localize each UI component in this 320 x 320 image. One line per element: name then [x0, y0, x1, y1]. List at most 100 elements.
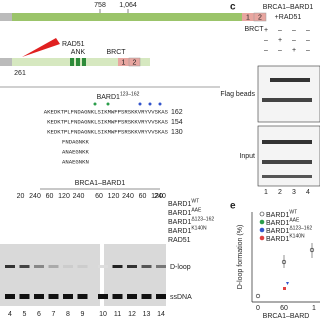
- superscript: Δ123–162: [289, 226, 312, 232]
- label: 11: [114, 311, 121, 318]
- label: 12: [128, 311, 136, 318]
- label: 60: [95, 193, 103, 200]
- band: [5, 265, 15, 268]
- label: 5: [23, 311, 27, 318]
- bar-light: [0, 58, 150, 66]
- label: 1: [122, 59, 126, 66]
- label: 4: [306, 189, 310, 196]
- blot-band: [262, 160, 312, 164]
- superscript: AAE: [289, 218, 300, 224]
- label: 2: [258, 14, 262, 21]
- legend-marker: [259, 227, 265, 233]
- label: BARD1Δ123–162: [266, 226, 312, 235]
- band: [98, 265, 108, 268]
- ank: [70, 58, 74, 66]
- base: BARD1: [168, 201, 191, 208]
- label: –: [292, 37, 296, 44]
- label: RAD51: [62, 41, 85, 48]
- label: KEDKTPLFNDAGNKLSIKMWFPSRSKKVRYVVSKAS: [47, 118, 168, 125]
- label: +RAD51: [275, 14, 302, 21]
- label: +: [264, 27, 268, 34]
- legend-marker: [259, 219, 265, 225]
- base: BARD1: [168, 210, 191, 217]
- band: [19, 265, 30, 268]
- label: ssDNA: [170, 294, 192, 301]
- bar-gray: [0, 58, 12, 66]
- label: 13: [143, 311, 151, 318]
- label: 120: [108, 193, 120, 200]
- label: BARD1Δ123–162: [168, 217, 214, 226]
- label: 1: [246, 14, 250, 21]
- brct-box: [242, 13, 254, 21]
- label: +: [292, 47, 296, 54]
- base: BARD1: [266, 212, 289, 219]
- brct-box: [118, 58, 129, 66]
- base: BARD1: [266, 220, 289, 227]
- band: [141, 265, 152, 268]
- brct-box: [253, 12, 267, 22]
- label: 9: [81, 311, 85, 318]
- superscript: K140N: [191, 226, 207, 232]
- label: RAD51: [168, 237, 191, 244]
- label: 162: [171, 109, 183, 116]
- label: ANAEGNKK: [62, 148, 89, 155]
- band: [19, 294, 30, 299]
- blot-band: [262, 98, 312, 102]
- label: 1,064: [119, 2, 137, 9]
- label: 120: [58, 193, 70, 200]
- label: 8: [66, 311, 70, 318]
- label: 3: [292, 189, 296, 196]
- band: [34, 265, 44, 268]
- label: 2: [278, 189, 282, 196]
- label: –: [278, 47, 282, 54]
- superscript: WT: [191, 199, 199, 205]
- label: BRCT: [244, 26, 264, 33]
- label: –: [306, 47, 310, 54]
- base: BARD1: [266, 236, 289, 243]
- label: 2: [133, 59, 137, 66]
- label: –: [264, 37, 268, 44]
- label: BRCA1–BARD1: [75, 180, 126, 187]
- label: D-loop: [170, 264, 191, 271]
- dot: [158, 102, 162, 106]
- blot-band: [270, 78, 310, 82]
- base: RAD51: [168, 237, 191, 244]
- label: AKEDKTPLFNDAGNKLSIKMWFPSRSKKVRYVVSKAS: [44, 108, 169, 115]
- label: 261: [14, 70, 26, 77]
- base: BARD1: [168, 219, 191, 226]
- dot: [93, 102, 97, 106]
- band: [34, 294, 44, 299]
- label: 60: [280, 305, 288, 312]
- label: BARD1123–162: [97, 92, 140, 101]
- label: Input: [239, 153, 255, 160]
- label: 14: [157, 311, 165, 318]
- band: [48, 294, 59, 299]
- label: 10: [99, 311, 107, 318]
- label: –: [306, 37, 310, 44]
- bar-gray: [0, 13, 12, 21]
- base: BARD1: [266, 228, 289, 235]
- label: KEDKTPLFNDAGNKLSIKMWFPSRSKKVRYVVSKAS: [47, 128, 168, 135]
- band: [127, 265, 137, 268]
- label: 6: [37, 311, 41, 318]
- label: –: [278, 27, 282, 34]
- band: [63, 294, 73, 299]
- label: +: [278, 37, 282, 44]
- label: BARD1WT: [266, 210, 297, 219]
- band: [112, 294, 123, 299]
- point: [286, 282, 289, 285]
- superscript: Δ123–162: [191, 217, 214, 223]
- label: e: [230, 201, 236, 212]
- label: 758: [94, 2, 106, 9]
- base: BARD1: [168, 228, 191, 235]
- superscript: AAE: [191, 208, 202, 214]
- ank: [82, 58, 86, 66]
- label: c: [230, 2, 236, 13]
- label: BARD1K140N: [168, 226, 207, 235]
- dot: [106, 102, 110, 106]
- label: 240: [154, 193, 166, 200]
- label: 60: [46, 193, 54, 200]
- label: BARD1WT: [168, 199, 199, 208]
- label: D-loop formation (%): [237, 225, 244, 290]
